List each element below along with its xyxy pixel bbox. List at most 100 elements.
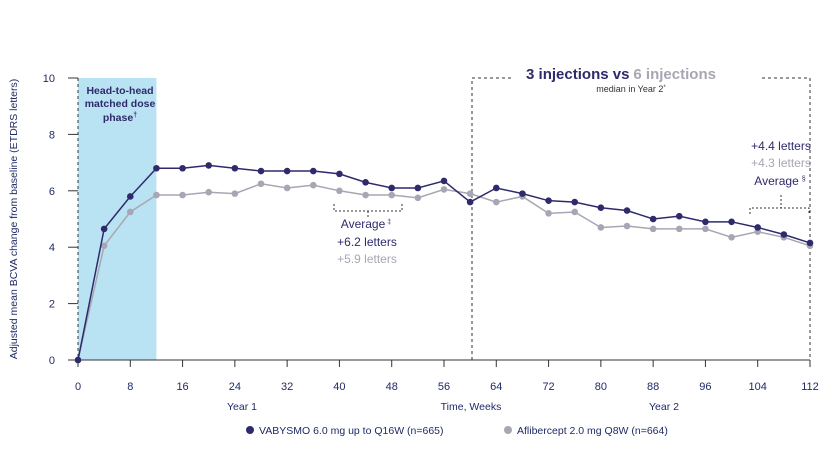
series-1-point-14 bbox=[440, 186, 448, 193]
avg2-label: Average § bbox=[754, 174, 805, 188]
headline-subtitle: median in Year 2* bbox=[596, 84, 666, 94]
x-tick-label-12: 96 bbox=[699, 381, 711, 393]
series-0-point-0 bbox=[74, 356, 82, 364]
series-0-point-13 bbox=[414, 184, 422, 192]
series-line-1 bbox=[77, 182, 811, 361]
headline: 3 injections vs 6 injections bbox=[526, 66, 716, 83]
year2-average-bracket bbox=[749, 195, 810, 214]
y-tick-label-4: 8 bbox=[49, 129, 55, 141]
series-1-point-10 bbox=[336, 187, 343, 195]
x-tick-label-6: 48 bbox=[386, 381, 398, 393]
x-tick-label-11: 88 bbox=[647, 381, 659, 393]
series-0-point-3 bbox=[153, 164, 160, 172]
series-1-point-24 bbox=[702, 225, 709, 233]
series-0-point-11 bbox=[362, 179, 369, 186]
series-1-point-6 bbox=[231, 190, 239, 197]
avg2-label-mark: § bbox=[802, 176, 806, 183]
year2-label: Year 2 bbox=[649, 401, 679, 413]
shaded-phase-label-line1: Head-to-head bbox=[86, 85, 153, 97]
series-0-point-1 bbox=[100, 225, 108, 233]
avg1-vabysmo-value: +6.2 letters bbox=[337, 235, 397, 249]
x-tick-label-7: 56 bbox=[438, 381, 450, 393]
series-1-point-16 bbox=[492, 198, 500, 206]
avg1-label-mark: ‡ bbox=[387, 219, 391, 226]
avg1-label-text: Average bbox=[341, 217, 386, 231]
y-tick-label-0: 0 bbox=[49, 355, 55, 367]
x-tick-label-8: 64 bbox=[490, 381, 502, 393]
x-tick-label-13: 104 bbox=[749, 381, 767, 393]
series-1-point-22 bbox=[649, 225, 657, 233]
series-0-point-8 bbox=[283, 167, 291, 175]
series-1-point-5 bbox=[205, 188, 213, 196]
headline-subtitle-text: median in Year 2 bbox=[596, 84, 663, 94]
shaded-phase-region bbox=[78, 78, 157, 360]
series-1-point-9 bbox=[309, 181, 317, 189]
series-0-point-7 bbox=[257, 167, 265, 175]
series-0-point-2 bbox=[126, 193, 134, 200]
series-0-point-5 bbox=[205, 162, 213, 169]
series-0-point-10 bbox=[336, 170, 343, 178]
series-1-point-19 bbox=[571, 208, 579, 216]
legend-label-aflibercept: Aflibercept 2.0 mg Q8W (n=664) bbox=[517, 425, 668, 437]
x-tick-label-0: 0 bbox=[75, 381, 81, 393]
series-0-point-14 bbox=[440, 177, 448, 185]
x-tick-label-5: 40 bbox=[333, 381, 345, 393]
series-0-point-20 bbox=[597, 204, 605, 212]
series-0-point-16 bbox=[492, 184, 500, 192]
series-0-point-15 bbox=[466, 198, 474, 206]
series-1-point-11 bbox=[362, 191, 369, 199]
shaded-phase-label-line3: phase† bbox=[103, 112, 137, 124]
series-1-point-13 bbox=[414, 194, 422, 202]
x-tick-label-3: 24 bbox=[229, 381, 241, 393]
avg1-aflibercept-value: +5.9 letters bbox=[337, 252, 397, 266]
avg2-label-text: Average bbox=[754, 174, 799, 188]
series-0-point-18 bbox=[545, 197, 552, 204]
avg2-vabysmo-value: +4.4 letters bbox=[751, 139, 811, 153]
year2-bracket bbox=[471, 77, 811, 360]
series-0-point-4 bbox=[179, 164, 186, 172]
series-1-point-1 bbox=[100, 242, 108, 250]
shaded-phase-footnote-mark: † bbox=[133, 112, 137, 119]
legend-marker-vabysmo bbox=[246, 426, 254, 434]
series-0-point-27 bbox=[780, 231, 788, 238]
series-0-point-26 bbox=[754, 224, 762, 231]
series-0-point-12 bbox=[388, 184, 396, 192]
x-axis-label: Time, Weeks bbox=[441, 401, 502, 413]
shaded-phase-label-word: phase bbox=[103, 112, 134, 124]
legend-label-vabysmo: VABYSMO 6.0 mg up to Q16W (n=665) bbox=[259, 425, 444, 437]
series-0-point-22 bbox=[649, 215, 657, 223]
series-1-point-12 bbox=[388, 191, 396, 199]
series-0-point-19 bbox=[571, 198, 579, 206]
series-1-point-3 bbox=[153, 191, 160, 199]
series-0-point-9 bbox=[309, 167, 317, 175]
series-0-point-21 bbox=[623, 207, 631, 214]
series-1-point-4 bbox=[179, 191, 186, 199]
series-0-point-17 bbox=[519, 190, 526, 197]
series-1-point-18 bbox=[545, 210, 552, 217]
series-1-point-8 bbox=[283, 184, 291, 192]
y-tick-label-3: 6 bbox=[49, 186, 55, 198]
x-tick-label-14: 112 bbox=[801, 381, 819, 393]
y-tick-label-2: 4 bbox=[49, 242, 55, 254]
series-1-point-7 bbox=[257, 180, 265, 188]
series-0-point-28 bbox=[806, 239, 814, 247]
series-1-point-21 bbox=[623, 222, 631, 230]
series-0-point-24 bbox=[702, 218, 709, 226]
headline-vabysmo: 3 injections vs bbox=[526, 66, 629, 83]
x-tick-label-10: 80 bbox=[595, 381, 607, 393]
headline-subtitle-mark: * bbox=[663, 85, 666, 91]
series-1-point-2 bbox=[126, 208, 134, 216]
x-tick-label-4: 32 bbox=[281, 381, 293, 393]
series-1-point-20 bbox=[597, 224, 605, 231]
headline-aflibercept: 6 injections bbox=[633, 66, 716, 83]
x-tick-label-1: 8 bbox=[127, 381, 133, 393]
series-0-point-23 bbox=[675, 212, 683, 220]
y-tick-label-5: 10 bbox=[43, 73, 55, 85]
series-1-point-15 bbox=[466, 190, 474, 197]
avg1-label: Average ‡ bbox=[341, 217, 391, 231]
x-tick-label-2: 16 bbox=[176, 381, 188, 393]
year1-label: Year 1 bbox=[227, 401, 257, 413]
series-0-point-25 bbox=[728, 218, 735, 226]
